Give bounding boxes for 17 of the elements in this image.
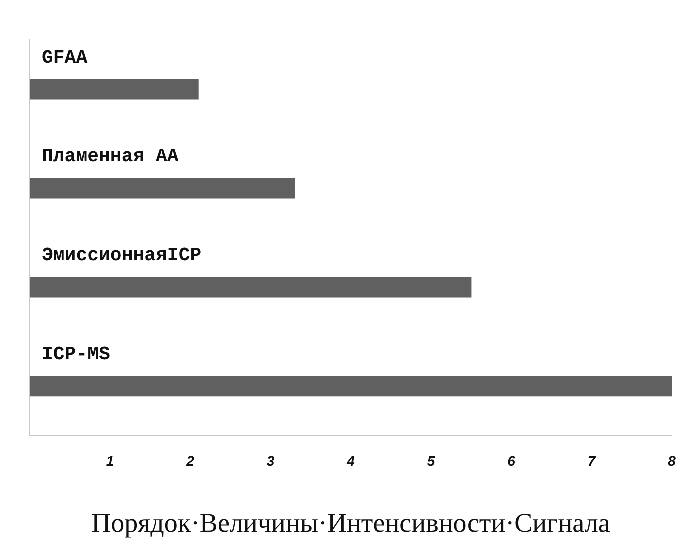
y-tick-label: ЭмиссионнаяICP <box>42 244 202 267</box>
x-tick-label: 4 <box>346 453 356 470</box>
y-tick-label: Пламенная AA <box>42 146 180 168</box>
y-tick-label: GFAA <box>42 46 88 69</box>
x-tick-label: 2 <box>186 453 195 470</box>
bar <box>30 376 672 397</box>
x-tick-label: 8 <box>668 453 676 470</box>
bar <box>30 79 199 100</box>
x-tick-label: 6 <box>508 453 516 470</box>
bar <box>30 277 472 298</box>
x-tick-label: 5 <box>427 453 436 470</box>
x-axis-title: Порядок·Величины·Интенсивности·Сигнала <box>92 508 610 538</box>
y-tick-label: ICP-MS <box>42 344 110 366</box>
x-tick-label: 3 <box>266 453 275 470</box>
x-tick-label: 7 <box>588 453 597 470</box>
x-tick-label: 1 <box>106 453 114 470</box>
bar <box>30 178 296 199</box>
